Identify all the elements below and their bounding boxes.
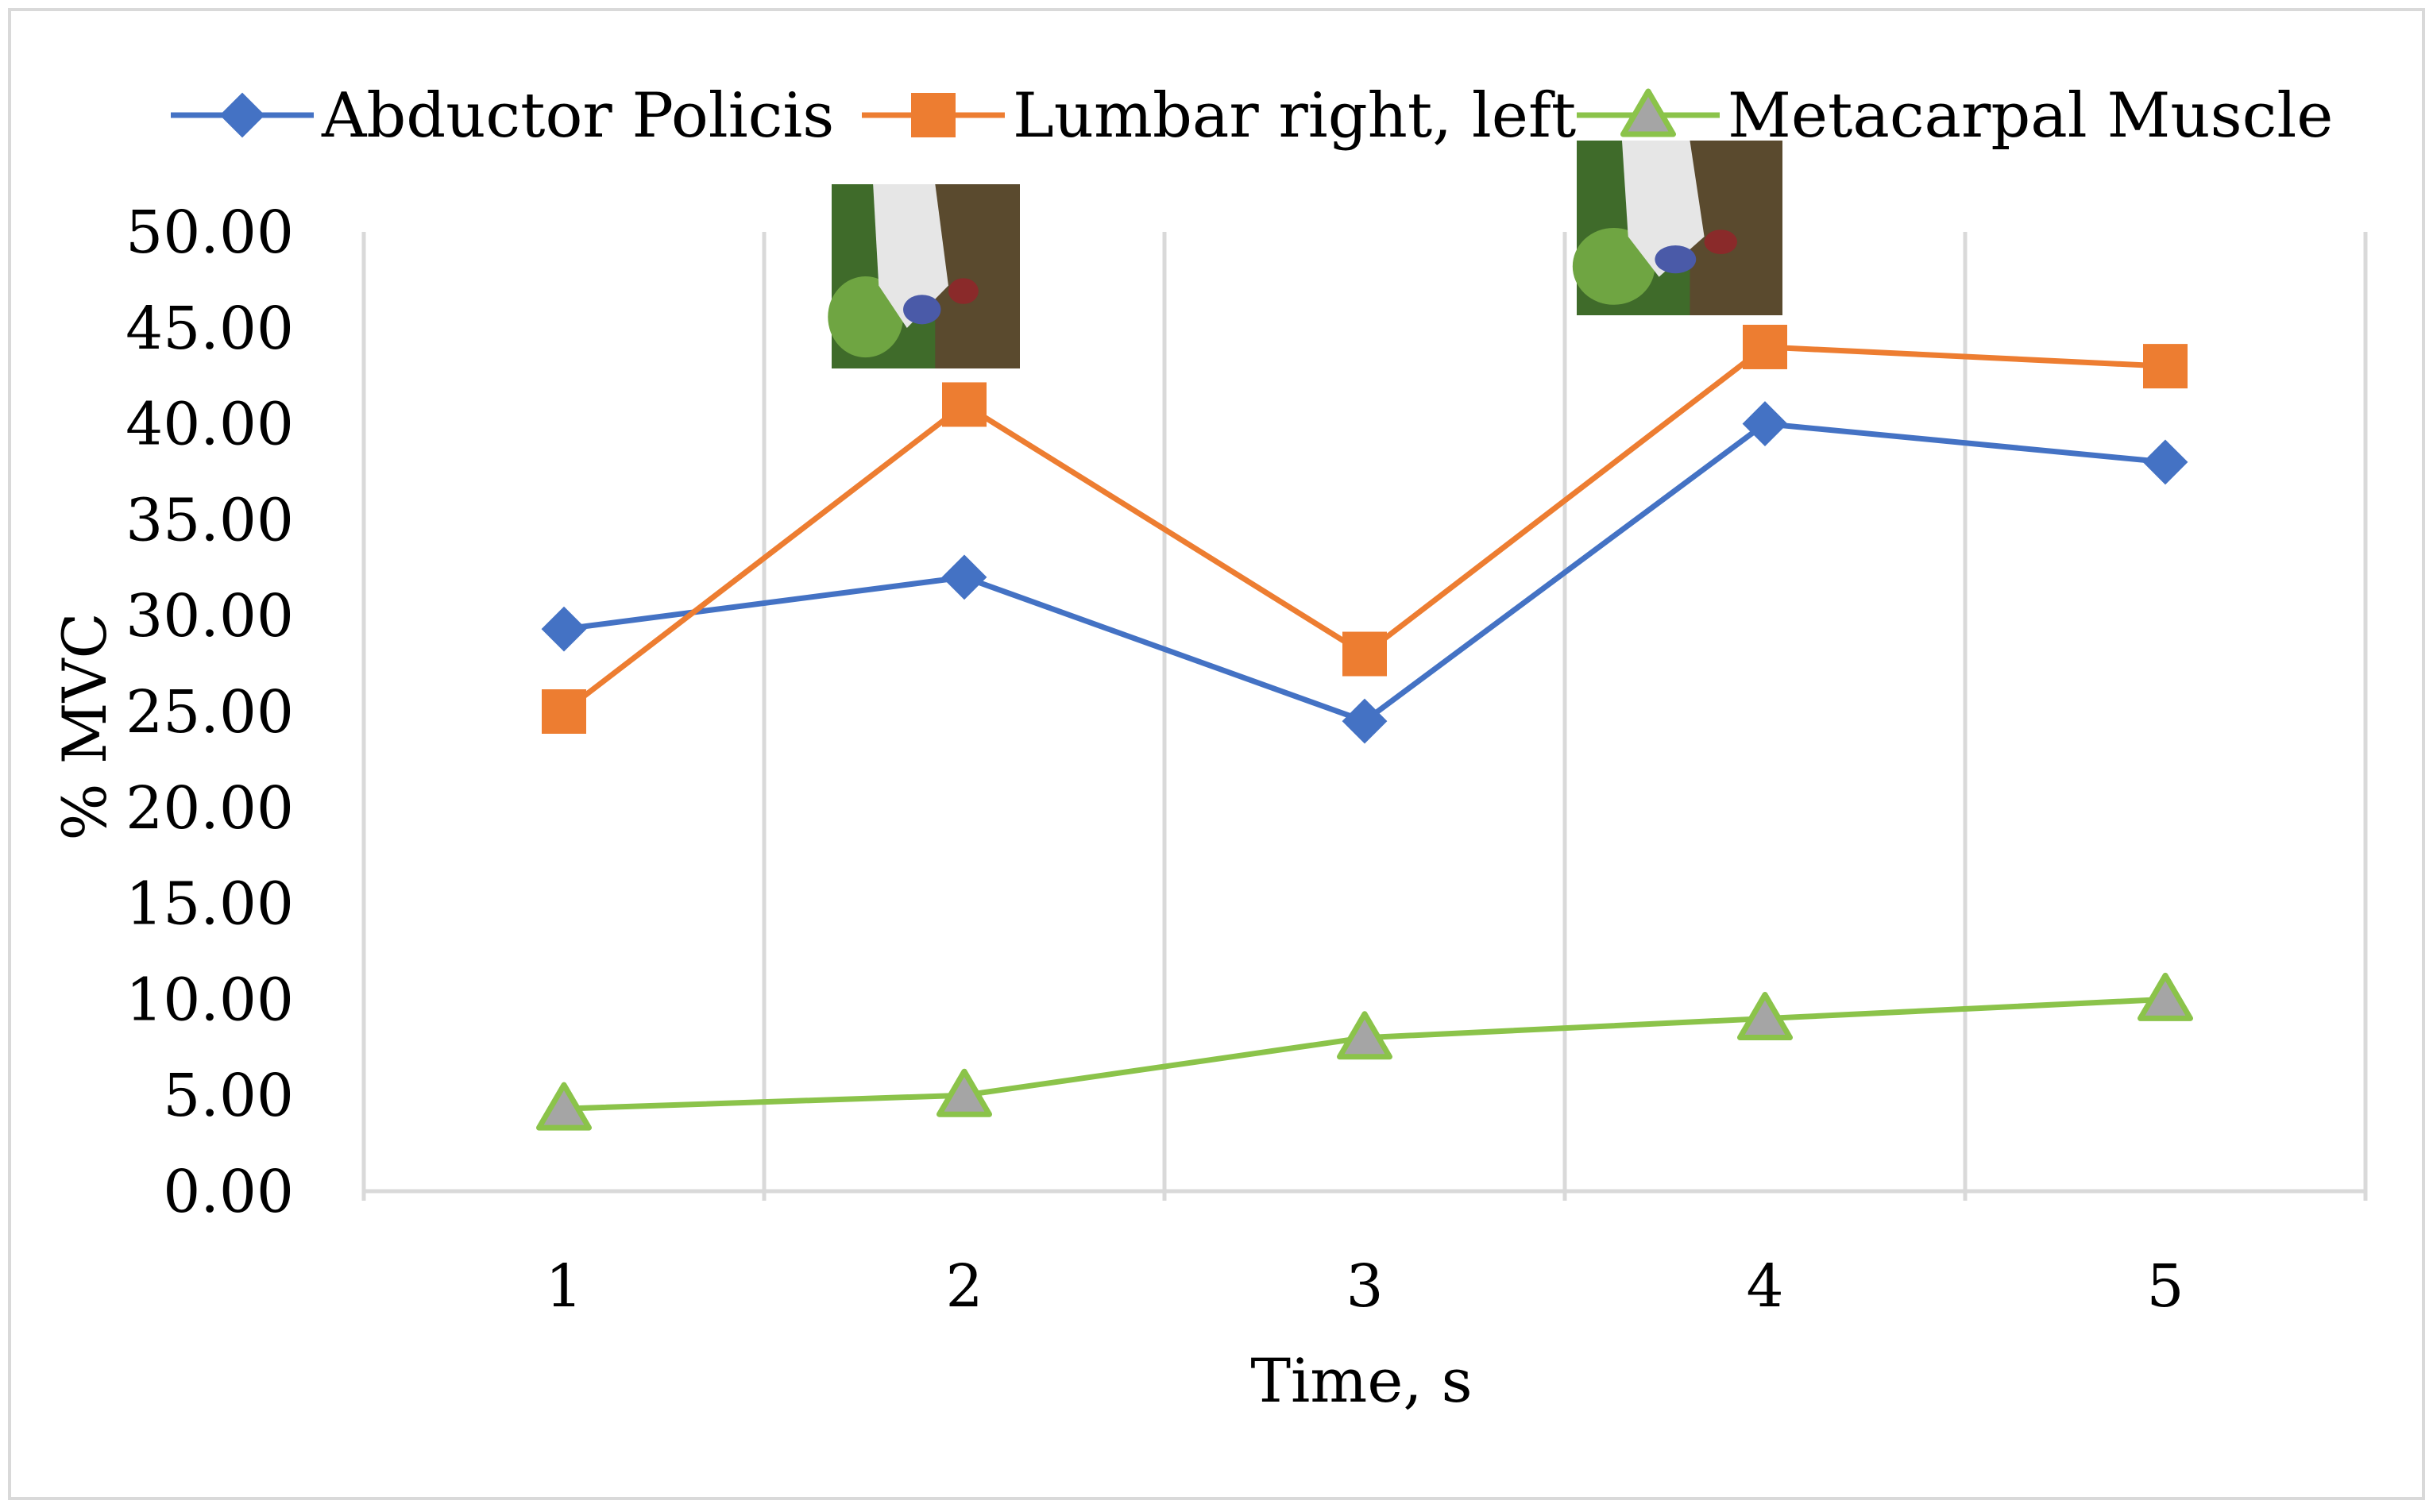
- photo-glove: [873, 184, 948, 328]
- photo-berry: [903, 295, 941, 325]
- x-axis-title: Time, s: [1250, 1345, 1472, 1416]
- data-point: [1342, 698, 1388, 744]
- data-point: [541, 606, 587, 652]
- data-point: [2143, 344, 2188, 389]
- legend-marker: [911, 93, 956, 137]
- data-point: [2138, 972, 2193, 1021]
- data-point: [937, 1068, 992, 1117]
- photo-soil: [935, 184, 1020, 368]
- data-point: [1337, 1011, 1392, 1060]
- y-tick-label: 5.00: [163, 1062, 294, 1130]
- photo-fruit: [948, 278, 979, 304]
- y-tick-label: 25.00: [126, 678, 294, 746]
- data-point: [942, 382, 987, 427]
- photo-glove: [1621, 141, 1705, 277]
- data-point: [1742, 401, 1788, 447]
- series-layer: [536, 324, 2193, 1131]
- data-point: [2142, 439, 2188, 485]
- x-tick-label: 1: [545, 1252, 582, 1321]
- y-tick-label: 30.00: [126, 582, 294, 650]
- axis-layer: 0.00 5.00 10.00 15.00 20.00 25.00 30.00 35.00 40…: [126, 199, 2368, 1321]
- x-tick-label: 3: [1346, 1252, 1383, 1321]
- y-axis-title: % MVC: [49, 612, 120, 840]
- y-tick-label: 50.00: [126, 199, 294, 267]
- x-tick-label: 2: [945, 1252, 983, 1321]
- legend-entry-1: Abductor Policis: [171, 80, 834, 152]
- data-point: [536, 1082, 592, 1131]
- legend-label: Lumbar right, left: [1013, 80, 1576, 152]
- chart-frame: [8, 8, 2425, 1500]
- legend-label: Abductor Policis: [321, 80, 834, 152]
- y-tick-label: 20.00: [126, 774, 294, 843]
- series-2: [542, 324, 2188, 734]
- data-point: [1737, 992, 1793, 1041]
- legend-entry-3: Metacarpal Muscle: [1577, 80, 2333, 152]
- y-tick-label: 45.00: [126, 295, 294, 363]
- photo-leaf: [1572, 228, 1655, 305]
- photo-berry: [1655, 245, 1697, 274]
- legend-label: Metacarpal Muscle: [1728, 80, 2333, 152]
- gloved-hand-photo: [1572, 141, 1782, 315]
- photo-fruit: [1704, 230, 1738, 254]
- x-tick-label: 5: [2146, 1252, 2184, 1321]
- grid-layer: [361, 232, 2368, 1191]
- data-point: [1743, 324, 1787, 369]
- photo-leaf: [828, 276, 904, 358]
- gloved-hand-photo: [828, 184, 1020, 368]
- legend-entry-2: Lumbar right, left: [862, 80, 1576, 152]
- data-point: [542, 689, 586, 734]
- y-tick-label: 0.00: [163, 1158, 294, 1226]
- y-tick-label: 15.00: [126, 870, 294, 939]
- photo-inset-layer: [828, 141, 1782, 368]
- y-tick-label: 40.00: [126, 391, 294, 459]
- legend-marker: [219, 92, 265, 138]
- y-tick-label: 10.00: [126, 966, 294, 1034]
- data-point: [941, 554, 987, 600]
- series-3: [536, 972, 2193, 1131]
- series-1: [541, 401, 2188, 744]
- legend: Abductor Policis Lumbar right, left Metaca…: [171, 80, 2333, 152]
- x-tick-label: 4: [1746, 1252, 1783, 1321]
- data-point: [1342, 631, 1387, 677]
- y-tick-label: 35.00: [126, 486, 294, 554]
- legend-marker: [1620, 88, 1676, 137]
- photo-soil: [1690, 141, 1782, 315]
